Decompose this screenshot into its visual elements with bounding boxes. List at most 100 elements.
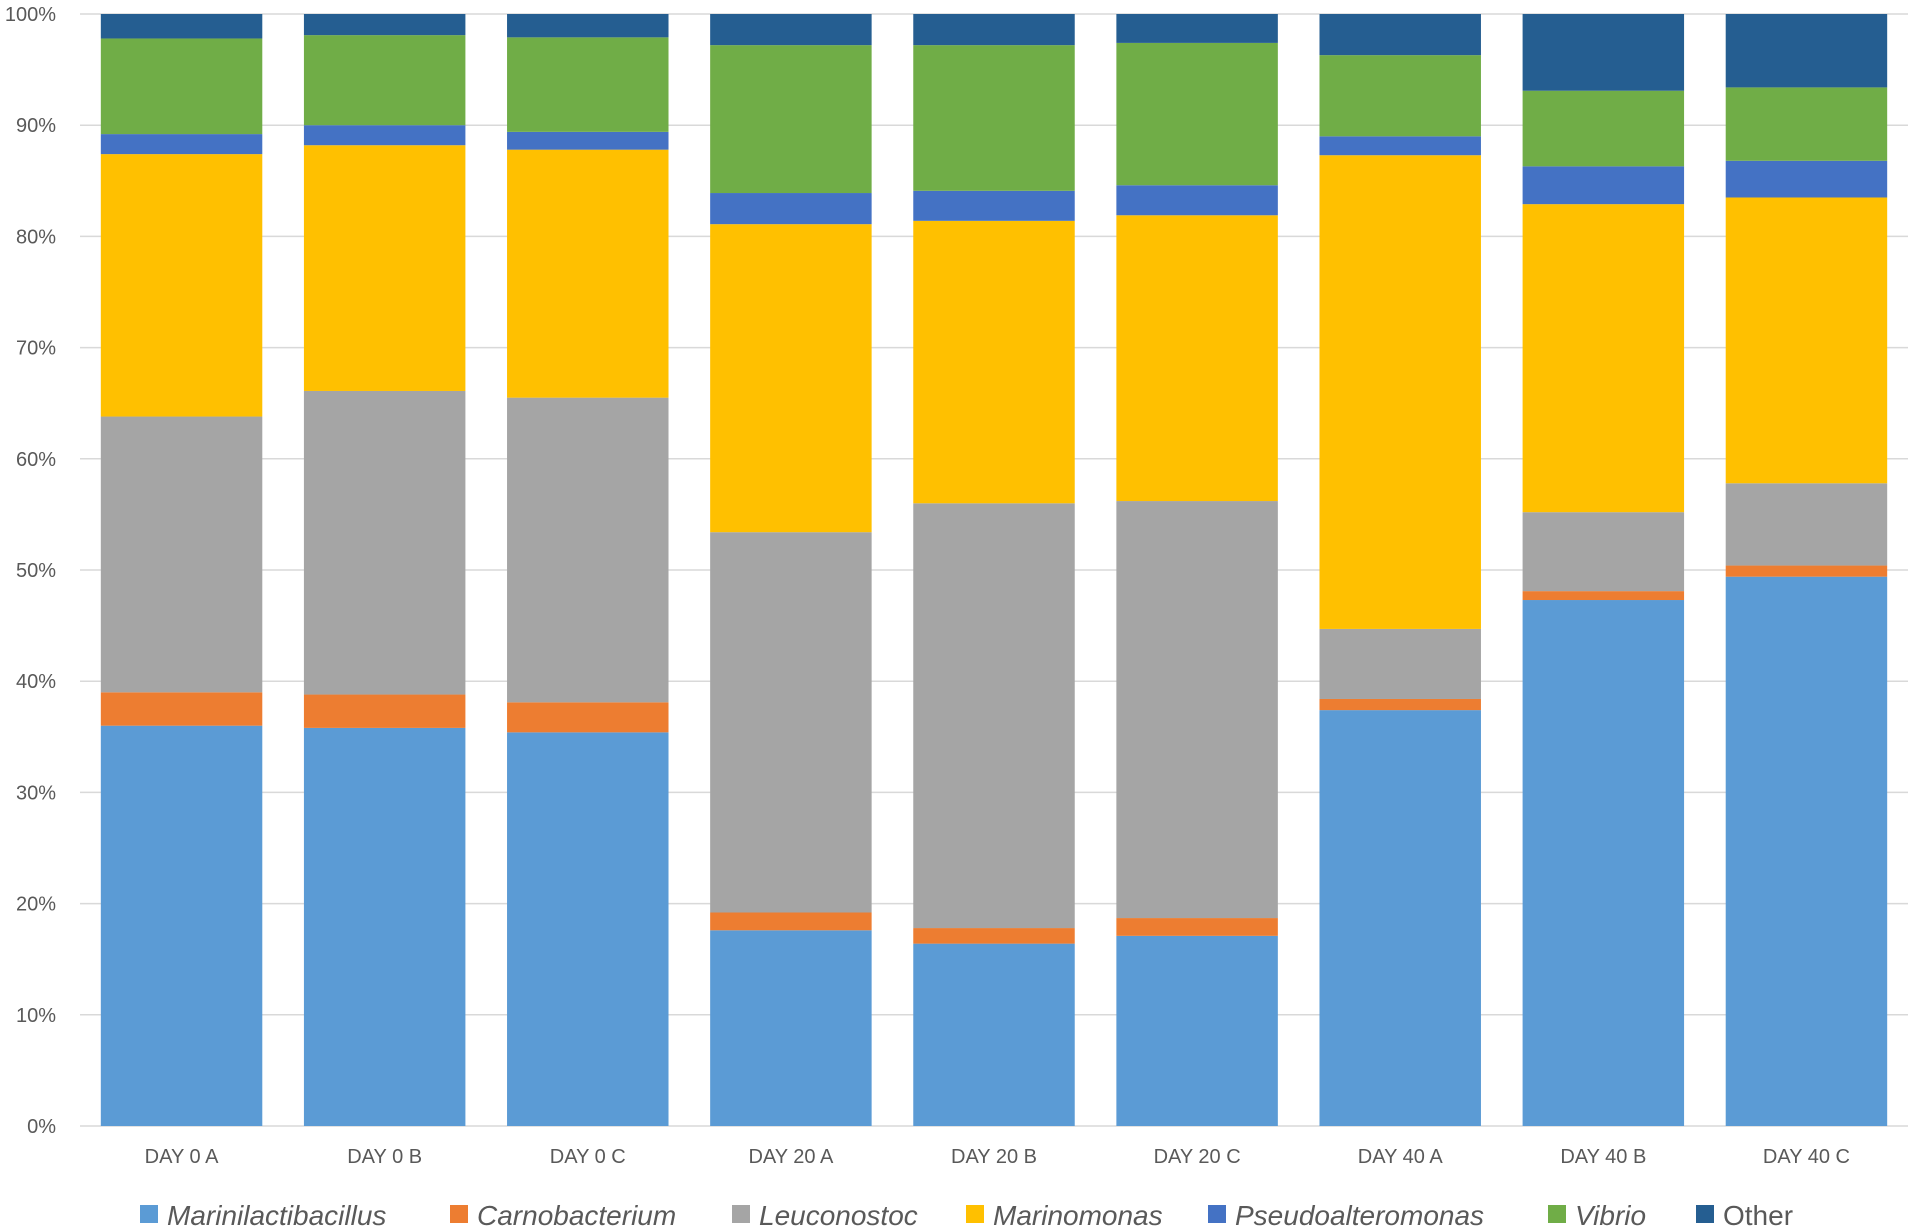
- legend-label: Carnobacterium: [477, 1200, 676, 1228]
- bar-segment-other: [1319, 14, 1481, 56]
- bar-series: [100, 14, 1888, 1126]
- x-tick-label: DAY 0 C: [550, 1146, 626, 1168]
- bar-segment-vibrio: [1319, 55, 1481, 137]
- bar-stack: [303, 14, 466, 1126]
- bar-segment-marinilactibacillus: [507, 732, 669, 1126]
- x-tick-label: DAY 20 C: [1154, 1146, 1241, 1168]
- bar-segment-carnobacterium: [1319, 698, 1481, 711]
- bar-segment-marinomonas: [100, 154, 263, 417]
- bar-segment-vibrio: [710, 45, 872, 194]
- legend-item: Pseudoalteromonas: [1208, 1200, 1484, 1228]
- bar-segment-carnobacterium: [913, 928, 1075, 944]
- bar-segment-marinomonas: [913, 220, 1075, 504]
- x-tick-label: DAY 40 C: [1763, 1146, 1850, 1168]
- bar-segment-carnobacterium: [1725, 565, 1888, 577]
- legend-swatch: [1208, 1205, 1226, 1223]
- bar-segment-other: [303, 14, 466, 36]
- bar-segment-leuconostoc: [100, 416, 263, 693]
- legend-item: Marinomonas: [966, 1200, 1163, 1228]
- legend-swatch: [966, 1205, 984, 1223]
- bar-segment-marinomonas: [303, 145, 466, 391]
- bar-segment-marinilactibacillus: [1319, 710, 1481, 1126]
- legend-label: Pseudoalteromonas: [1235, 1200, 1484, 1228]
- bar-segment-other: [710, 14, 872, 46]
- bar-segment-marinomonas: [1319, 155, 1481, 629]
- bar-segment-pseudoalteromonas: [507, 131, 669, 150]
- bar-segment-vibrio: [1522, 90, 1685, 167]
- bar-segment-carnobacterium: [303, 694, 466, 728]
- x-tick-label: DAY 20 B: [951, 1146, 1037, 1168]
- bar-segment-marinilactibacillus: [1725, 576, 1888, 1126]
- legend-item: Carnobacterium: [450, 1200, 676, 1228]
- bar-segment-marinilactibacillus: [913, 943, 1075, 1126]
- bar-segment-leuconostoc: [1116, 501, 1278, 919]
- bar-segment-other: [1116, 14, 1278, 43]
- bar-segment-carnobacterium: [507, 702, 669, 733]
- bar-segment-pseudoalteromonas: [1116, 185, 1278, 216]
- bar-segment-pseudoalteromonas: [303, 125, 466, 146]
- bar-segment-vibrio: [100, 38, 263, 135]
- y-tick-label: 50%: [16, 560, 56, 582]
- y-tick-label: 60%: [16, 449, 56, 471]
- bar-segment-other: [507, 14, 669, 38]
- bar-segment-leuconostoc: [1725, 483, 1888, 566]
- legend-swatch: [732, 1205, 750, 1223]
- bar-segment-marinilactibacillus: [100, 725, 263, 1126]
- bar-segment-leuconostoc: [507, 397, 669, 703]
- bar-segment-vibrio: [913, 45, 1075, 191]
- bar-stack: [100, 14, 263, 1126]
- legend-label: Marinomonas: [993, 1200, 1163, 1228]
- legend-item: Marinilactibacillus: [140, 1200, 386, 1228]
- bar-segment-leuconostoc: [1319, 628, 1481, 699]
- bar-segment-leuconostoc: [710, 532, 872, 913]
- legend-item: Other: [1696, 1200, 1793, 1228]
- bar-segment-other: [100, 14, 263, 39]
- bar-segment-marinilactibacillus: [1522, 600, 1685, 1126]
- legend-swatch: [1696, 1205, 1714, 1223]
- y-tick-label: 40%: [16, 671, 56, 693]
- bar-segment-marinomonas: [1522, 204, 1685, 513]
- bar-segment-pseudoalteromonas: [1725, 160, 1888, 198]
- x-tick-label: DAY 40 A: [1358, 1146, 1444, 1168]
- bar-segment-vibrio: [1116, 42, 1278, 186]
- legend-label: Leuconostoc: [759, 1200, 918, 1228]
- y-tick-label: 10%: [16, 1005, 56, 1027]
- bar-segment-carnobacterium: [710, 912, 872, 931]
- x-tick-label: DAY 40 B: [1560, 1146, 1646, 1168]
- bar-stack: [710, 14, 872, 1126]
- bar-segment-leuconostoc: [913, 503, 1075, 929]
- legend-swatch: [140, 1205, 158, 1223]
- bar-segment-marinomonas: [1725, 197, 1888, 484]
- legend-swatch: [450, 1205, 468, 1223]
- bar-segment-marinomonas: [1116, 215, 1278, 502]
- y-tick-label: 0%: [27, 1116, 56, 1138]
- x-tick-label: DAY 0 A: [145, 1146, 219, 1168]
- y-tick-label: 30%: [16, 782, 56, 804]
- y-tick-label: 100%: [5, 4, 56, 26]
- bar-segment-other: [913, 14, 1075, 46]
- bar-segment-pseudoalteromonas: [1319, 136, 1481, 156]
- bar-segment-vibrio: [1725, 87, 1888, 161]
- legend-swatch: [1548, 1205, 1566, 1223]
- y-tick-label: 90%: [16, 115, 56, 137]
- x-tick-label: DAY 20 A: [748, 1146, 834, 1168]
- bar-segment-vibrio: [303, 35, 466, 126]
- bar-segment-carnobacterium: [100, 692, 263, 726]
- y-tick-label: 70%: [16, 338, 56, 360]
- bar-stack: [1319, 14, 1481, 1126]
- bar-segment-marinomonas: [710, 224, 872, 533]
- bar-segment-carnobacterium: [1522, 591, 1685, 601]
- bar-stack: [1725, 14, 1888, 1126]
- y-axis: 0% 10% 20% 30% 40% 50% 60% 70% 80% 90% 100%: [5, 4, 56, 1138]
- bar-segment-vibrio: [507, 37, 669, 132]
- legend-label: Vibrio: [1575, 1200, 1646, 1228]
- bar-segment-marinilactibacillus: [303, 727, 466, 1126]
- y-tick-label: 20%: [16, 894, 56, 916]
- bar-segment-other: [1522, 14, 1685, 91]
- bar-segment-marinomonas: [507, 149, 669, 398]
- y-tick-label: 80%: [16, 226, 56, 248]
- legend-label: Other: [1723, 1200, 1793, 1228]
- bar-stack: [1522, 14, 1685, 1126]
- x-tick-label: DAY 0 B: [347, 1146, 422, 1168]
